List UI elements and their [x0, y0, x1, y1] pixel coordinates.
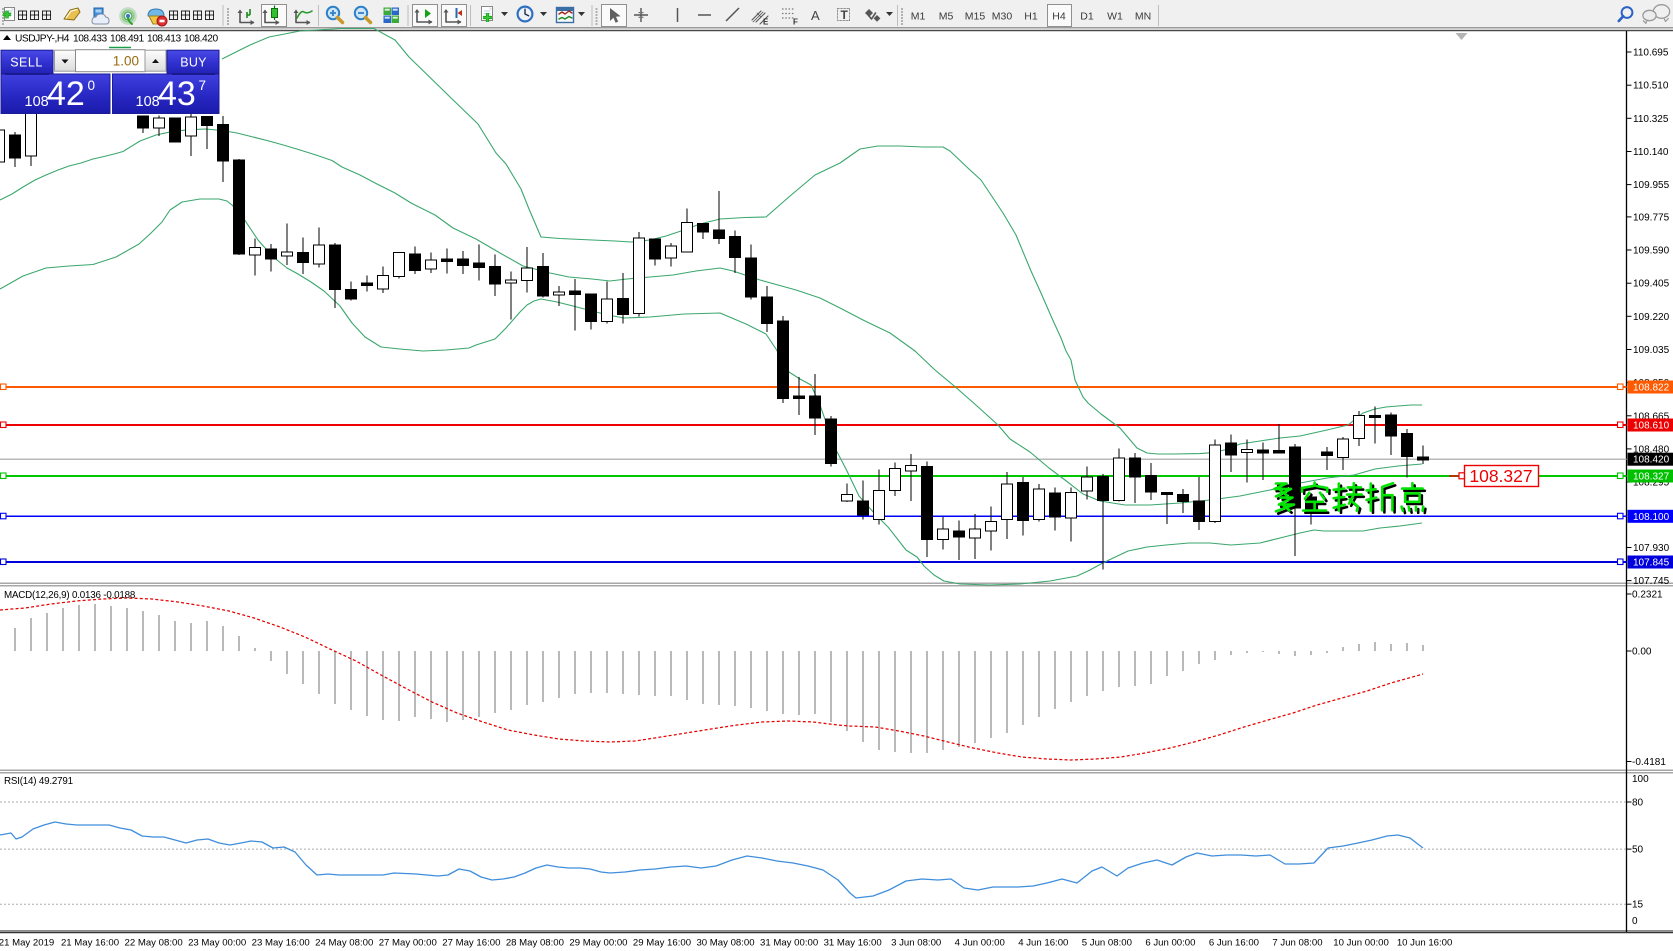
svg-text:109.220: 109.220 [1633, 312, 1670, 323]
svg-text:A: A [811, 8, 820, 23]
svg-text:T: T [841, 8, 849, 22]
svg-text:110.325: 110.325 [1633, 114, 1669, 125]
svg-text:MN: MN [1135, 11, 1151, 23]
svg-text:108.100: 108.100 [1633, 512, 1670, 523]
svg-text:109.405: 109.405 [1633, 279, 1670, 290]
svg-text:USDJPY-,H4: USDJPY-,H4 [15, 34, 70, 45]
svg-text:31 May 16:00: 31 May 16:00 [824, 938, 882, 949]
svg-text:108.822: 108.822 [1633, 383, 1670, 394]
svg-text:4 Jun 16:00: 4 Jun 16:00 [1018, 938, 1068, 949]
svg-text:108: 108 [25, 94, 49, 110]
svg-text:6 Jun 16:00: 6 Jun 16:00 [1209, 938, 1259, 949]
svg-text:107.930: 107.930 [1633, 543, 1670, 554]
svg-text:108.327: 108.327 [1469, 466, 1532, 486]
svg-text:108.610: 108.610 [1633, 421, 1670, 432]
svg-text:109.775: 109.775 [1633, 212, 1670, 223]
svg-text:H1: H1 [1024, 11, 1038, 23]
svg-text:108.433: 108.433 [73, 34, 107, 45]
svg-text:M5: M5 [939, 11, 954, 23]
svg-text:21 May 16:00: 21 May 16:00 [61, 938, 119, 949]
svg-text:108.420: 108.420 [184, 34, 218, 45]
svg-text:5 Jun 08:00: 5 Jun 08:00 [1082, 938, 1132, 949]
svg-text:109.955: 109.955 [1633, 180, 1670, 191]
svg-text:23 May 16:00: 23 May 16:00 [252, 938, 310, 949]
svg-text:27 May 00:00: 27 May 00:00 [379, 938, 437, 949]
svg-text:23 May 00:00: 23 May 00:00 [188, 938, 246, 949]
svg-text:50: 50 [1632, 845, 1644, 856]
svg-text:28 May 08:00: 28 May 08:00 [506, 938, 564, 949]
svg-text:RSI(14) 49.2791: RSI(14) 49.2791 [4, 776, 73, 787]
svg-text:108.420: 108.420 [1633, 455, 1670, 466]
svg-text:27 May 16:00: 27 May 16:00 [442, 938, 500, 949]
svg-text:108.665: 108.665 [1633, 411, 1670, 422]
svg-text:109.590: 109.590 [1633, 246, 1670, 257]
svg-text:0.2321: 0.2321 [1632, 590, 1663, 601]
svg-text:4 Jun 00:00: 4 Jun 00:00 [955, 938, 1005, 949]
svg-text:6 Jun 00:00: 6 Jun 00:00 [1145, 938, 1195, 949]
svg-text:108.327: 108.327 [1633, 472, 1670, 483]
svg-text:E: E [763, 18, 769, 27]
svg-text:107.745: 107.745 [1633, 576, 1670, 587]
svg-text:W1: W1 [1107, 11, 1123, 23]
svg-text:107.845: 107.845 [1633, 558, 1670, 569]
svg-text:15: 15 [1632, 900, 1644, 911]
svg-text:110.695: 110.695 [1633, 48, 1669, 59]
svg-text:H4: H4 [1052, 11, 1066, 23]
svg-text:80: 80 [1632, 798, 1644, 809]
svg-text:42: 42 [47, 75, 85, 113]
svg-text:30 May 08:00: 30 May 08:00 [696, 938, 754, 949]
svg-text:D1: D1 [1080, 11, 1094, 23]
svg-text:29 May 00:00: 29 May 00:00 [569, 938, 627, 949]
svg-text:43: 43 [158, 75, 196, 113]
svg-text:MACD(12,26,9) 0.0136 -0.0188: MACD(12,26,9) 0.0136 -0.0188 [4, 590, 136, 601]
svg-text:108.491: 108.491 [110, 34, 144, 45]
svg-text:110.140: 110.140 [1633, 147, 1669, 158]
svg-text:-0.4181: -0.4181 [1632, 757, 1666, 768]
svg-text:10 Jun 00:00: 10 Jun 00:00 [1333, 938, 1388, 949]
svg-text:29 May 16:00: 29 May 16:00 [633, 938, 691, 949]
svg-text:108: 108 [136, 94, 160, 110]
svg-text:21 May 2019: 21 May 2019 [0, 938, 54, 949]
svg-text:0.00: 0.00 [1632, 647, 1652, 658]
svg-text:M15: M15 [965, 11, 986, 23]
svg-text:108.295: 108.295 [1633, 478, 1670, 489]
svg-text:31 May 00:00: 31 May 00:00 [760, 938, 818, 949]
svg-text:110.510: 110.510 [1633, 81, 1669, 92]
svg-text:F: F [793, 18, 798, 27]
svg-text:M1: M1 [911, 11, 926, 23]
svg-text:100: 100 [1632, 774, 1649, 785]
svg-text:7: 7 [199, 78, 207, 93]
svg-text:3 Jun 08:00: 3 Jun 08:00 [891, 938, 941, 949]
svg-text:M30: M30 [992, 11, 1013, 23]
svg-text:BUY: BUY [180, 56, 207, 70]
svg-text:108.480: 108.480 [1633, 444, 1670, 455]
svg-text:SELL: SELL [10, 56, 43, 70]
svg-text:22 May 08:00: 22 May 08:00 [125, 938, 183, 949]
svg-text:10 Jun 16:00: 10 Jun 16:00 [1397, 938, 1452, 949]
svg-text:108.413: 108.413 [147, 34, 181, 45]
svg-text:24 May 08:00: 24 May 08:00 [315, 938, 373, 949]
svg-text:109.035: 109.035 [1633, 345, 1670, 356]
svg-text:0: 0 [1632, 916, 1638, 927]
svg-text:0: 0 [88, 78, 96, 93]
svg-text:7 Jun 08:00: 7 Jun 08:00 [1272, 938, 1322, 949]
svg-text:1.00: 1.00 [113, 54, 139, 69]
